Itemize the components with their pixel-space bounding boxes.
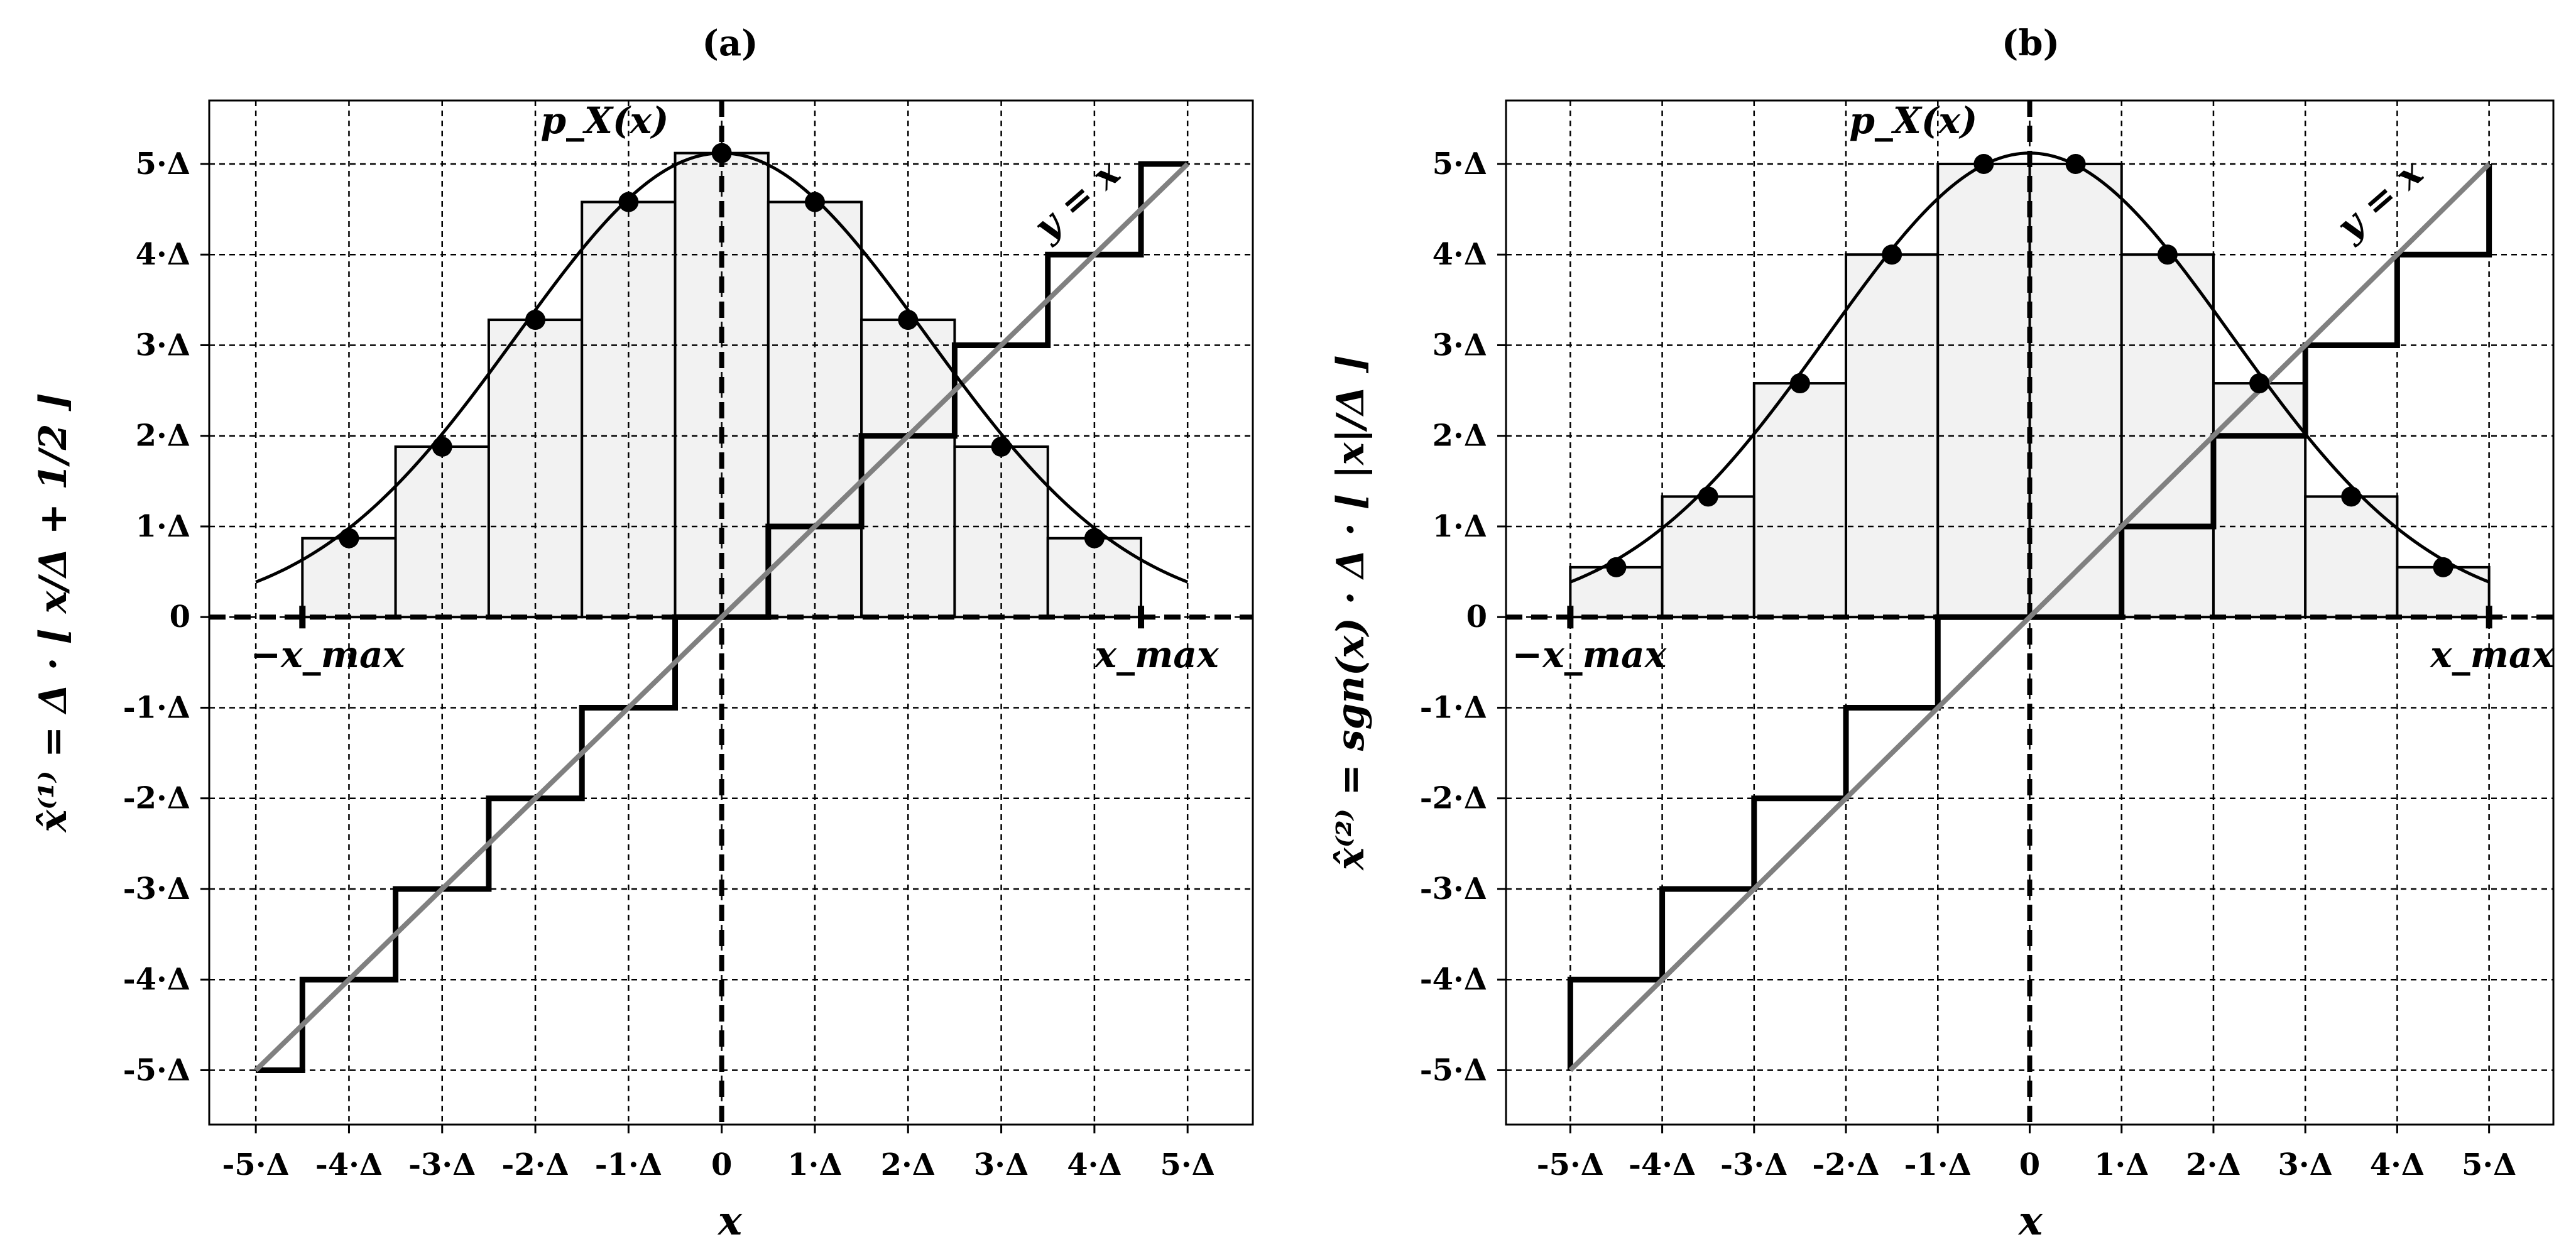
panel-b-x-tick-label-10: 5·Δ — [2462, 1147, 2516, 1182]
panel-a-y-tick-label-3: -2·Δ — [123, 781, 190, 816]
panel-a-pdf-point-7 — [991, 437, 1012, 457]
panel-b-y-tick-label-0: -5·Δ — [1420, 1052, 1487, 1088]
panel-b-y-tick-label-1: -4·Δ — [1420, 962, 1487, 997]
panel-b-title: (b) — [2002, 23, 2060, 64]
panel-b-y-axis-label: x̂⁽²⁾ = sgn(x) · Δ · ⌊ |x|/Δ ⌋ — [1329, 355, 1373, 871]
panel-b-pdf-point-4 — [1973, 154, 1994, 174]
panel-a-xmax-label: x_max — [1093, 633, 1220, 676]
panel-b-x-tick-label-5: 0 — [2019, 1147, 2040, 1182]
panel-a-y-tick-label-9: 4·Δ — [136, 237, 190, 272]
panel-b-xmax-label: x_max — [2429, 633, 2555, 676]
panel-a-title: (a) — [702, 23, 758, 64]
panel-b-pdf-point-7 — [2249, 373, 2269, 393]
panel-a-y-tick-label-4: -1·Δ — [123, 690, 190, 725]
panel-a-x-tick-label-6: 1·Δ — [787, 1147, 842, 1182]
panel-b-pdf-point-2 — [1790, 373, 1810, 393]
panel-b-y-tick-label-6: 1·Δ — [1433, 509, 1487, 544]
panel-b-y-tick-label-10: 5·Δ — [1433, 146, 1487, 182]
panel-b-x-tick-label-6: 1·Δ — [2094, 1147, 2149, 1182]
panel-a-y-axis-label: x̂⁽¹⁾ = Δ · ⌊ x/Δ + 1/2 ⌋ — [31, 393, 75, 833]
panel-a-pdf-point-8 — [1084, 528, 1105, 548]
panel-a-y-tick-label-10: 5·Δ — [136, 146, 190, 182]
panel-a-x-tick-label-7: 2·Δ — [881, 1147, 936, 1182]
panel-b-x-tick-label-3: -2·Δ — [1812, 1147, 1879, 1182]
panel-b-pdf-label: p_X(x) — [1849, 99, 1977, 142]
panel-b-pdf-point-6 — [2158, 244, 2178, 264]
panel-a-y-tick-label-1: -4·Δ — [123, 962, 190, 997]
panel-b-pdf-point-5 — [2066, 154, 2086, 174]
panel-b-y-tick-label-7: 2·Δ — [1433, 418, 1487, 454]
panel-a-y-tick-label-6: 1·Δ — [136, 509, 190, 544]
panel-b-pdf-point-8 — [2341, 486, 2361, 506]
panel-b-bar-1 — [1662, 496, 1754, 617]
panel-b-x-tick-label-1: -4·Δ — [1629, 1147, 1696, 1182]
panel-a-y-tick-label-0: -5·Δ — [123, 1052, 190, 1088]
panel-a-pdf-label: p_X(x) — [540, 99, 669, 142]
panel-a-y-tick-label-7: 2·Δ — [136, 418, 190, 454]
panel-a-x-tick-label-4: -1·Δ — [595, 1147, 662, 1182]
panel-b-y-tick-label-2: -3·Δ — [1420, 871, 1487, 907]
panel-a-x-tick-label-10: 5·Δ — [1160, 1147, 1215, 1182]
panel-b-x-tick-label-9: 4·Δ — [2370, 1147, 2425, 1182]
panel-b-x-tick-label-4: -1·Δ — [1904, 1147, 1972, 1182]
panel-a-pdf-point-0 — [339, 528, 359, 548]
panel-a-y-tick-label-2: -3·Δ — [123, 871, 190, 907]
panel-b-bar-5 — [2030, 164, 2122, 617]
panel-a-x-tick-label-0: -5·Δ — [222, 1147, 290, 1182]
panel-b-x-tick-label-8: 3·Δ — [2278, 1147, 2333, 1182]
panel-b-y-tick-label-4: -1·Δ — [1420, 690, 1487, 725]
panel-a-y-tick-label-8: 3·Δ — [136, 327, 190, 363]
panel-a-pdf-point-4 — [712, 143, 732, 163]
panel-b-pdf-point-1 — [1698, 486, 1718, 506]
panel-a-x-tick-label-9: 4·Δ — [1067, 1147, 1122, 1182]
panel-a-pdf-point-3 — [618, 192, 638, 212]
panel-a-y-tick-label-5: 0 — [170, 599, 190, 635]
panel-a-x-tick-label-8: 3·Δ — [974, 1147, 1029, 1182]
panel-b-x-tick-label-0: -5·Δ — [1537, 1147, 1604, 1182]
panel-a-pdf-point-1 — [432, 437, 452, 457]
panel-b-y-tick-label-8: 3·Δ — [1433, 327, 1487, 363]
panel-b-x-tick-label-2: -3·Δ — [1720, 1147, 1787, 1182]
panel-a-x-tick-label-2: -3·Δ — [408, 1147, 476, 1182]
panel-a-pdf-point-5 — [805, 192, 825, 212]
panel-b-y-tick-label-9: 4·Δ — [1433, 237, 1487, 272]
panel-b-pdf-point-3 — [1882, 244, 1902, 264]
panel-a-pdf-point-2 — [525, 310, 545, 330]
panel-a-x-tick-label-1: -4·Δ — [315, 1147, 383, 1182]
panel-a-x-axis-label: x — [717, 1197, 743, 1245]
panel-a-x-tick-label-5: 0 — [711, 1147, 732, 1182]
panel-b-x-axis-label: x — [2017, 1197, 2043, 1245]
panel-b-y-tick-label-3: -2·Δ — [1420, 781, 1487, 816]
panel-b-pdf-point-9 — [2433, 557, 2453, 577]
panel-a-pdf-point-6 — [898, 310, 918, 330]
panel-b-bar-4 — [1938, 164, 2029, 617]
panel-a-neg-xmax-label: −x_max — [250, 633, 405, 676]
panel-b-neg-xmax-label: −x_max — [1512, 633, 1667, 676]
panel-b-y-tick-label-5: 0 — [1466, 599, 1487, 635]
panel-a-x-tick-label-3: -2·Δ — [501, 1147, 569, 1182]
panel-b-pdf-point-0 — [1606, 557, 1626, 577]
panel-b-x-tick-label-7: 2·Δ — [2186, 1147, 2240, 1182]
panel-b-bar-8 — [2305, 496, 2397, 617]
